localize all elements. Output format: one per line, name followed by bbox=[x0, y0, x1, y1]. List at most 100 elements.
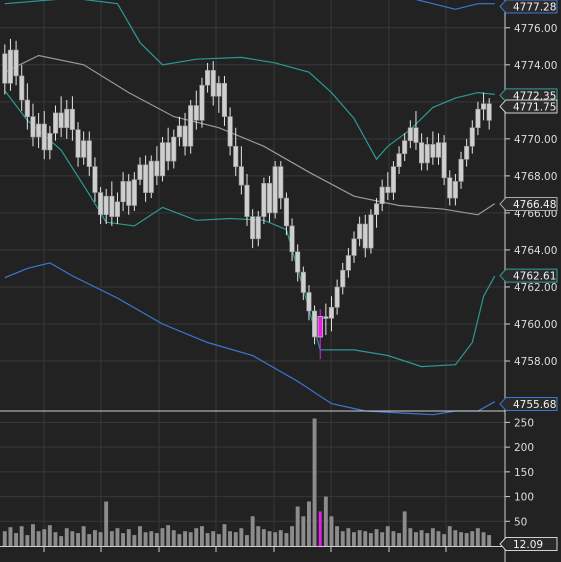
price-bar bbox=[413, 111, 419, 150]
volume-bar bbox=[53, 532, 58, 546]
volume-bar bbox=[307, 501, 311, 546]
price-bar bbox=[430, 131, 436, 165]
volume-bar bbox=[312, 418, 317, 546]
price-tick-label: 4760.00 bbox=[514, 319, 557, 331]
price-tag: 4766.48 bbox=[499, 197, 558, 212]
price-bar bbox=[120, 172, 126, 212]
price-bar bbox=[441, 135, 447, 186]
price-tag-label: 4777.28 bbox=[513, 2, 556, 14]
price-tag-label: 4762.61 bbox=[513, 271, 556, 283]
price-bar bbox=[345, 248, 351, 278]
volume-tick-label: 200 bbox=[514, 442, 534, 454]
volume-bar bbox=[211, 531, 216, 546]
price-bar bbox=[480, 92, 487, 121]
volume-bar bbox=[115, 528, 120, 546]
volume-tick-label: 50 bbox=[514, 516, 527, 528]
price-bar bbox=[278, 161, 284, 210]
volume-bar bbox=[278, 530, 283, 546]
volume-bar bbox=[357, 530, 362, 546]
price-bar bbox=[272, 161, 278, 219]
volume-bar bbox=[121, 533, 125, 546]
volume-bar bbox=[425, 533, 430, 546]
price-bar bbox=[176, 116, 182, 147]
price-bar bbox=[323, 303, 329, 336]
volume-bar bbox=[154, 533, 159, 546]
volume-bar bbox=[447, 526, 452, 546]
price-bar bbox=[7, 38, 13, 91]
price-bar bbox=[238, 146, 244, 195]
volume-bar bbox=[436, 531, 441, 546]
price-bar bbox=[86, 131, 92, 176]
price-bar bbox=[261, 177, 267, 225]
volume-bar bbox=[284, 533, 289, 546]
volume-bar bbox=[295, 506, 300, 546]
price-bar bbox=[486, 98, 492, 130]
price-bar bbox=[216, 75, 222, 113]
price-bar bbox=[210, 61, 216, 106]
volume-bar bbox=[2, 531, 7, 546]
price-bar bbox=[64, 99, 70, 139]
volume-bar bbox=[188, 532, 193, 546]
price-bar bbox=[390, 161, 397, 200]
volume-bar bbox=[239, 528, 244, 546]
price-bar bbox=[69, 96, 75, 141]
price-bar bbox=[407, 120, 413, 149]
volume-bar bbox=[397, 533, 401, 546]
price-bar bbox=[469, 120, 475, 154]
price-bar bbox=[452, 174, 458, 206]
volume-bar bbox=[81, 526, 86, 546]
price-tick-label: 4768.00 bbox=[514, 171, 557, 183]
price-bar bbox=[250, 209, 256, 249]
volume-bar bbox=[430, 528, 435, 546]
volume-bar bbox=[464, 533, 469, 546]
price-bar bbox=[205, 62, 211, 93]
indicator-line bbox=[4, 262, 496, 416]
price-bar bbox=[109, 181, 115, 226]
price-bar bbox=[75, 122, 81, 167]
volume-bar bbox=[245, 535, 249, 546]
volume-bar bbox=[453, 530, 458, 546]
price-bar bbox=[295, 244, 301, 282]
volume-bar bbox=[98, 532, 103, 546]
volume-bar bbox=[70, 531, 75, 546]
volume-bar bbox=[36, 531, 41, 546]
volume-bar bbox=[183, 531, 187, 546]
price-bars bbox=[2, 38, 492, 360]
price-bar bbox=[143, 155, 149, 202]
price-tag: 4777.28 bbox=[499, 0, 558, 14]
volume-tag: 12.09 bbox=[499, 537, 558, 551]
volume-bar bbox=[346, 528, 351, 546]
volume-tag-label: 12.09 bbox=[513, 539, 543, 551]
price-bar bbox=[154, 146, 160, 186]
volume-bar bbox=[8, 527, 13, 546]
price-tag-label: 4771.75 bbox=[513, 101, 556, 113]
price-bar bbox=[435, 133, 442, 165]
price-bar bbox=[41, 111, 47, 160]
volume-bar bbox=[222, 524, 227, 546]
price-bar bbox=[193, 90, 199, 130]
volume-bar bbox=[335, 526, 339, 546]
price-bar bbox=[255, 211, 261, 247]
price-bar bbox=[188, 99, 194, 154]
volume-bar bbox=[470, 531, 475, 546]
volume-bar bbox=[340, 531, 345, 546]
volume-bar bbox=[143, 532, 148, 546]
volume-bar bbox=[205, 533, 210, 546]
price-bar bbox=[373, 198, 380, 228]
volume-bars bbox=[2, 418, 492, 546]
price-bar bbox=[368, 209, 374, 254]
indicator-line bbox=[4, 90, 496, 368]
volume-bar bbox=[267, 531, 272, 546]
price-bar bbox=[300, 266, 306, 300]
volume-bar bbox=[402, 511, 407, 546]
price-bar bbox=[227, 107, 233, 156]
price-bar bbox=[36, 112, 42, 149]
volume-bar bbox=[475, 528, 480, 546]
volume-bar bbox=[194, 528, 199, 546]
price-bar bbox=[52, 105, 59, 141]
volume-bar bbox=[414, 532, 418, 546]
price-bar bbox=[283, 192, 290, 236]
price-tag: 4772.35 bbox=[499, 88, 558, 103]
price-bar bbox=[458, 151, 464, 189]
volume-bar bbox=[419, 530, 424, 546]
